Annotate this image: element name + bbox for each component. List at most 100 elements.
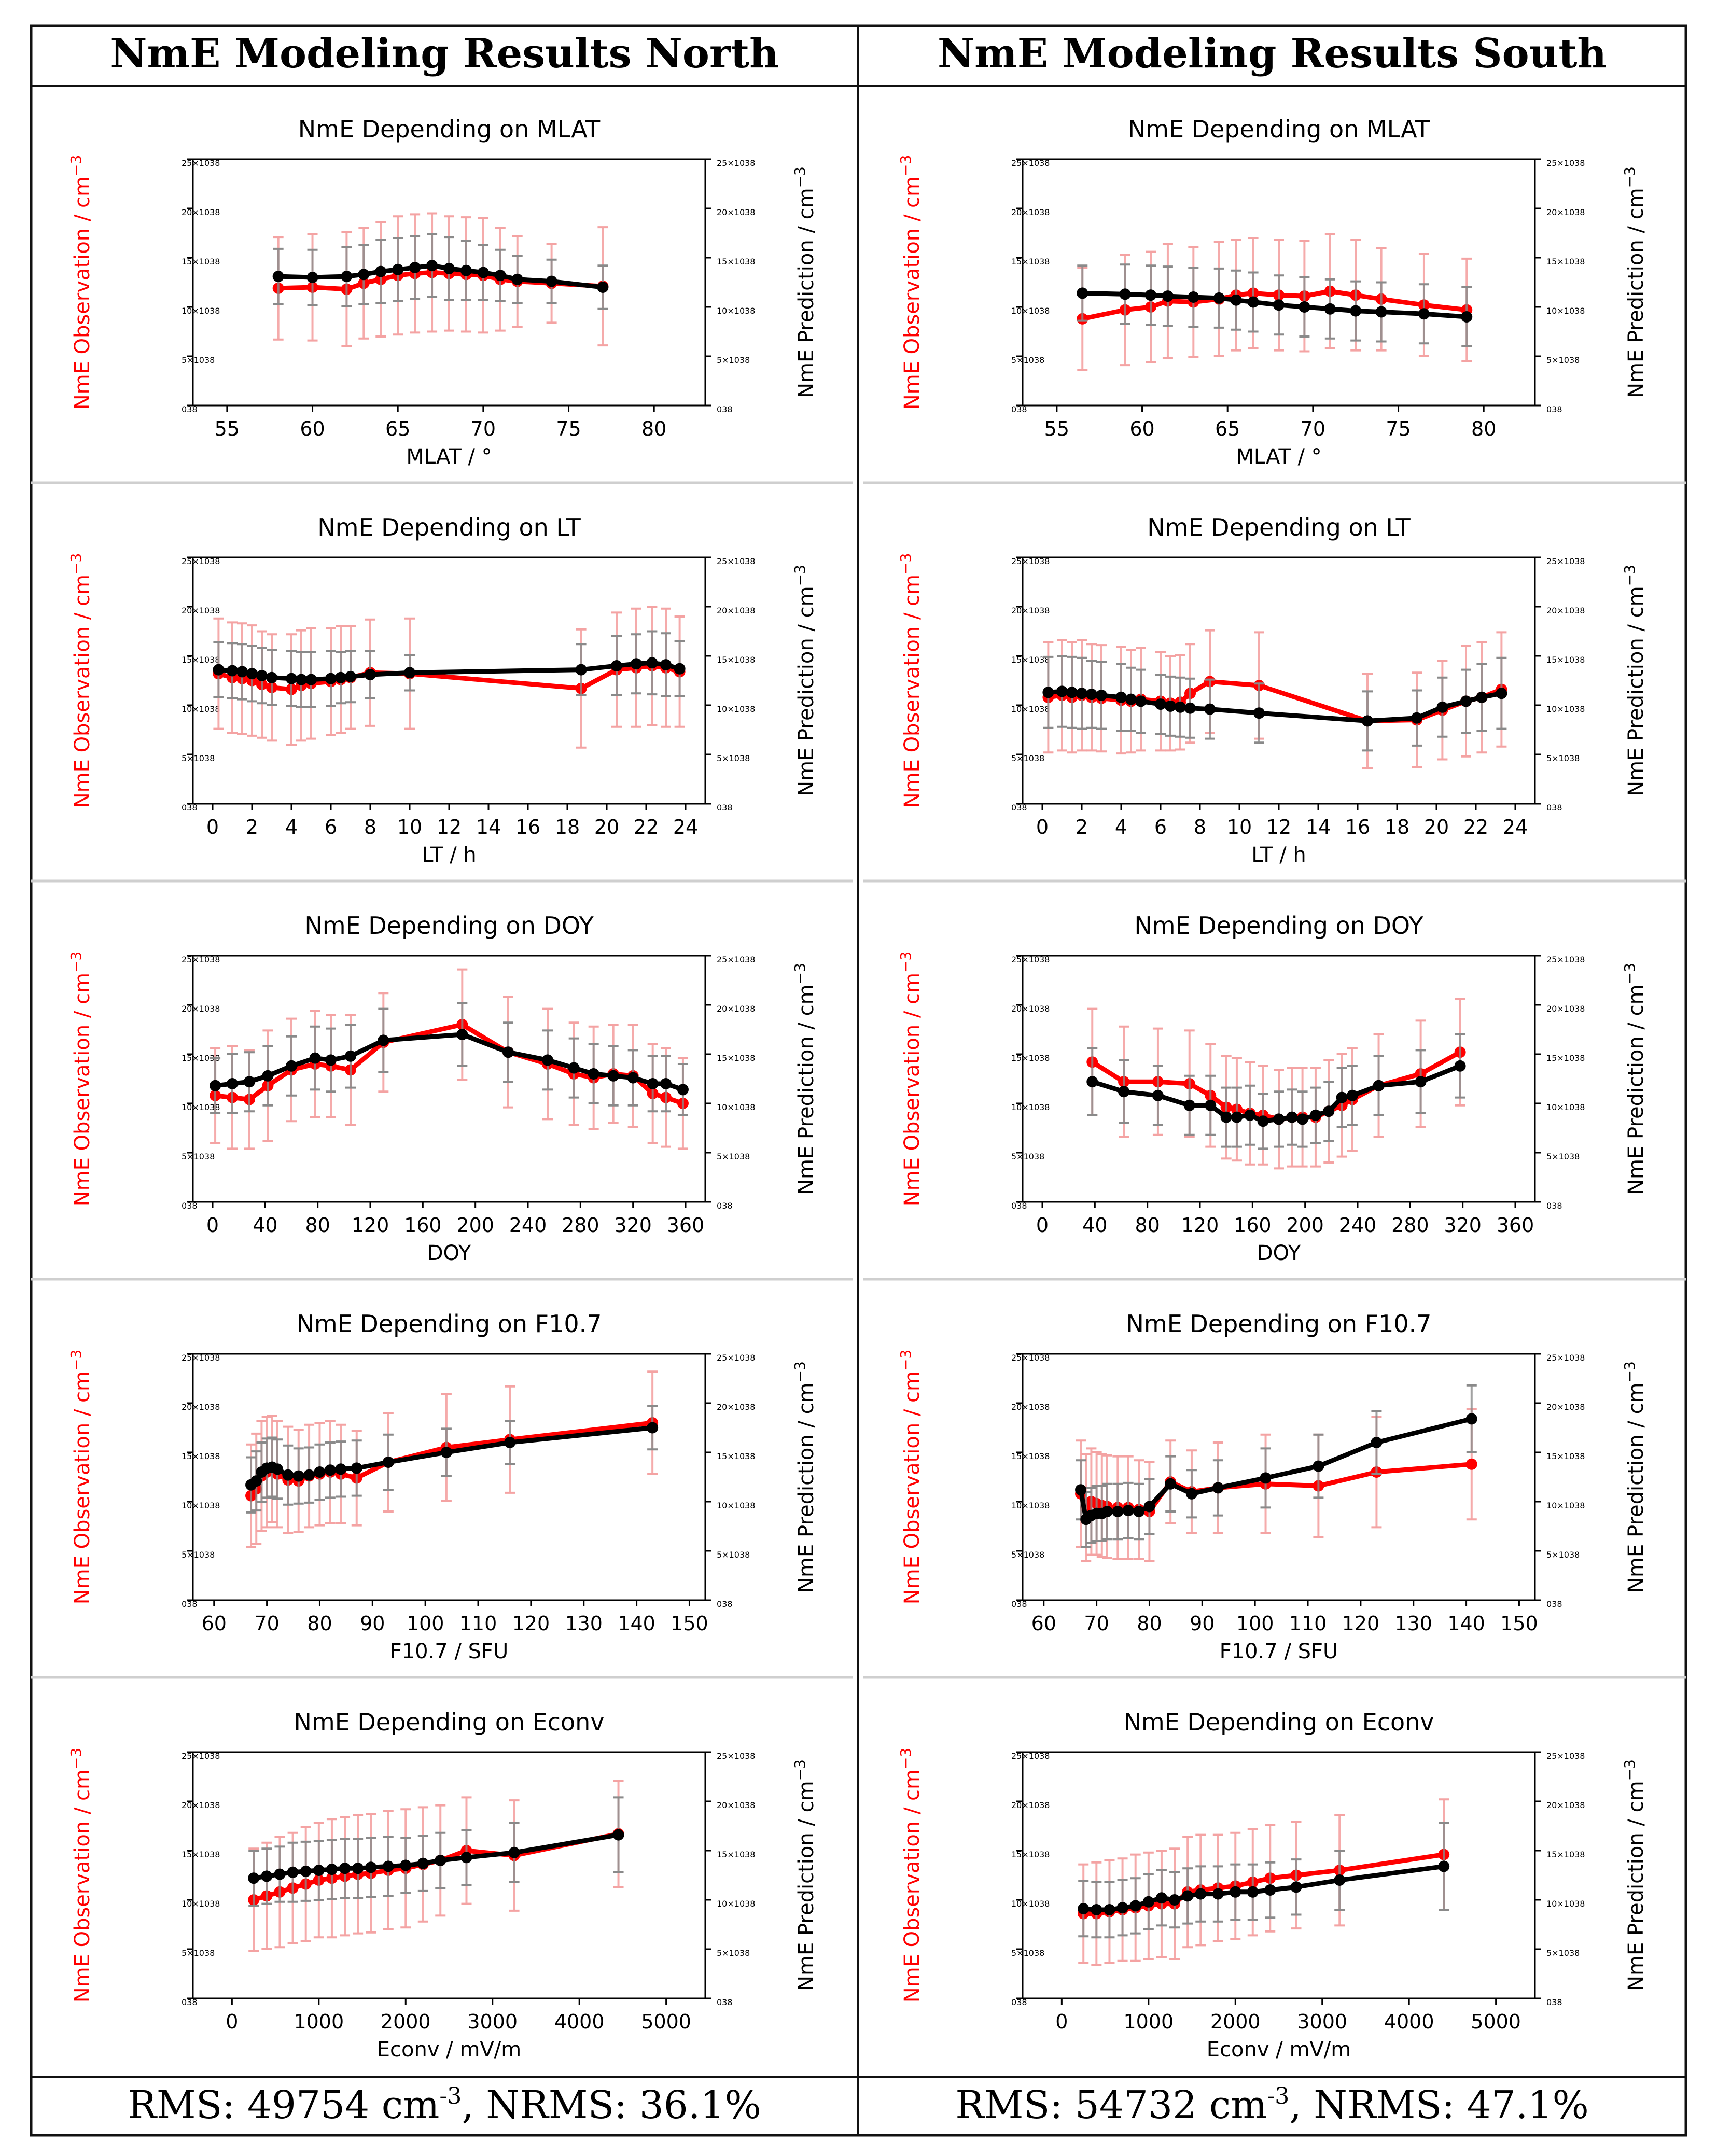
x-tick-label: 240 (509, 1214, 547, 1237)
data-point (365, 669, 376, 681)
data-point (1273, 1113, 1285, 1125)
data-point (1188, 291, 1199, 303)
data-point (1165, 700, 1176, 712)
x-tick-label: 18 (1385, 816, 1409, 838)
x-tick-label: 10 (1227, 816, 1252, 838)
data-point (646, 657, 658, 669)
observation-series (1078, 1798, 1450, 1966)
4: 25×1038 (182, 1353, 220, 1363)
4: 15×1038 (1546, 1451, 1585, 1461)
data-point (1213, 292, 1225, 304)
north-rms-summary: RMS: 49754 cm-3, NRMS: 36.1% (128, 2083, 761, 2127)
4: 10×1038 (1546, 1102, 1585, 1112)
data-point (1247, 1886, 1259, 1898)
prediction-series (245, 1405, 659, 1514)
data-point (246, 668, 258, 680)
4: 5×1038 (1011, 1550, 1044, 1560)
observation-series (210, 968, 689, 1150)
4: 10×1038 (1546, 1501, 1585, 1510)
y-axis-label-prediction: NmE Prediction / cm−3 (791, 963, 818, 1195)
data-point (309, 1052, 321, 1064)
x-tick-label: 70 (471, 417, 496, 440)
4: 10×1038 (1011, 306, 1050, 316)
data-point (1273, 299, 1285, 311)
x-tick-label: 1000 (294, 2010, 344, 2033)
south-rms-summary: RMS: 54732 cm-3, NRMS: 47.1% (955, 2083, 1589, 2127)
x-tick-label: 160 (404, 1214, 442, 1237)
4: 20×1038 (1011, 207, 1050, 217)
chart-title: NmE Depending on MLAT (1128, 115, 1430, 143)
4: 5×1038 (182, 753, 215, 763)
data-point (1056, 685, 1068, 697)
x-tick-label: 2 (246, 816, 258, 838)
plot-frame (192, 158, 706, 407)
x-tick-label: 6 (1154, 816, 1167, 838)
x-tick-label: 75 (1386, 417, 1411, 440)
4: 25×1038 (1546, 556, 1585, 566)
4: 10×1038 (182, 306, 220, 316)
4: 10×1038 (1011, 704, 1050, 714)
x-tick-label: 60 (1031, 1612, 1056, 1635)
data-point (1247, 296, 1259, 308)
data-point (335, 671, 346, 683)
x-axis-label: Econv / mV/m (377, 2038, 521, 2062)
x-tick-label: 16 (1345, 816, 1370, 838)
4: 20×1038 (717, 1402, 755, 1412)
x-tick-label: 2000 (381, 2010, 431, 2033)
data-point (1496, 688, 1507, 699)
plot-frame (192, 556, 706, 805)
data-point (1231, 1111, 1243, 1123)
data-point (210, 1080, 221, 1091)
x-axis-label: F10.7 / SFU (390, 1640, 509, 1663)
x-tick-label: 0 (1036, 1214, 1049, 1237)
x-tick-label: 80 (305, 1214, 330, 1237)
y-axis-label-observation: NmE Observation / cm−3 (67, 155, 94, 410)
data-point (286, 673, 297, 684)
4: 5×1038 (1011, 1948, 1044, 1958)
4: 10×1038 (1011, 1501, 1050, 1510)
x-tick-label: 120 (352, 1214, 389, 1237)
data-point (631, 658, 642, 670)
prediction-series (1078, 1822, 1450, 1939)
data-point (511, 273, 523, 285)
data-point (1461, 311, 1473, 323)
x-tick-label: 360 (1497, 1214, 1534, 1237)
south-lt-chart: NmE Depending on LT0 2 4 6 8 10 12 14 16 18 20 22 24… (897, 513, 1648, 867)
chart-title: NmE Depending on Econv (1123, 1708, 1434, 1736)
4: 5×1038 (182, 355, 215, 365)
x-tick-label: 80 (307, 1612, 332, 1635)
data-point (417, 1857, 429, 1869)
data-point (325, 1054, 337, 1066)
prediction-series (1086, 1033, 1466, 1150)
x-tick-label: 65 (385, 417, 410, 440)
4: 5×1038 (182, 1152, 215, 1161)
x-tick-label: 70 (254, 1612, 279, 1635)
plot-frame (192, 1751, 706, 1999)
: 038 (1546, 404, 1562, 414)
data-point (1155, 1892, 1167, 1904)
data-point (1373, 1080, 1385, 1091)
4: 10×1038 (717, 1899, 755, 1909)
x-tick-label: 120 (1342, 1612, 1380, 1635)
x-tick-label: 3000 (1297, 2010, 1347, 2033)
north-mlat-chart: NmE Depending on MLAT 55 60 65 70 75 80 MLAT / … (67, 115, 818, 469)
data-point (351, 1462, 362, 1474)
data-point (1042, 687, 1054, 698)
data-point (1122, 1505, 1134, 1517)
x-axis-label: Econv / mV/m (1207, 2038, 1351, 2062)
data-point (1313, 1460, 1324, 1472)
data-point (1212, 1888, 1224, 1900)
data-point (1371, 1437, 1383, 1448)
data-point (1336, 1091, 1348, 1103)
4: 10×1038 (717, 1102, 755, 1112)
data-point (266, 671, 277, 683)
4: 15×1038 (182, 1850, 220, 1859)
x-tick-label: 12 (1266, 816, 1291, 838)
x-tick-label: 100 (1236, 1612, 1274, 1635)
y-axis-label-observation: NmE Observation / cm−3 (897, 951, 924, 1207)
data-point (1411, 712, 1422, 724)
north-column-title: NmE Modeling Results North (110, 30, 779, 77)
plot-frame (1022, 955, 1536, 1203)
: 038 (1546, 1599, 1562, 1609)
x-tick-label: 4000 (1384, 2010, 1434, 2033)
